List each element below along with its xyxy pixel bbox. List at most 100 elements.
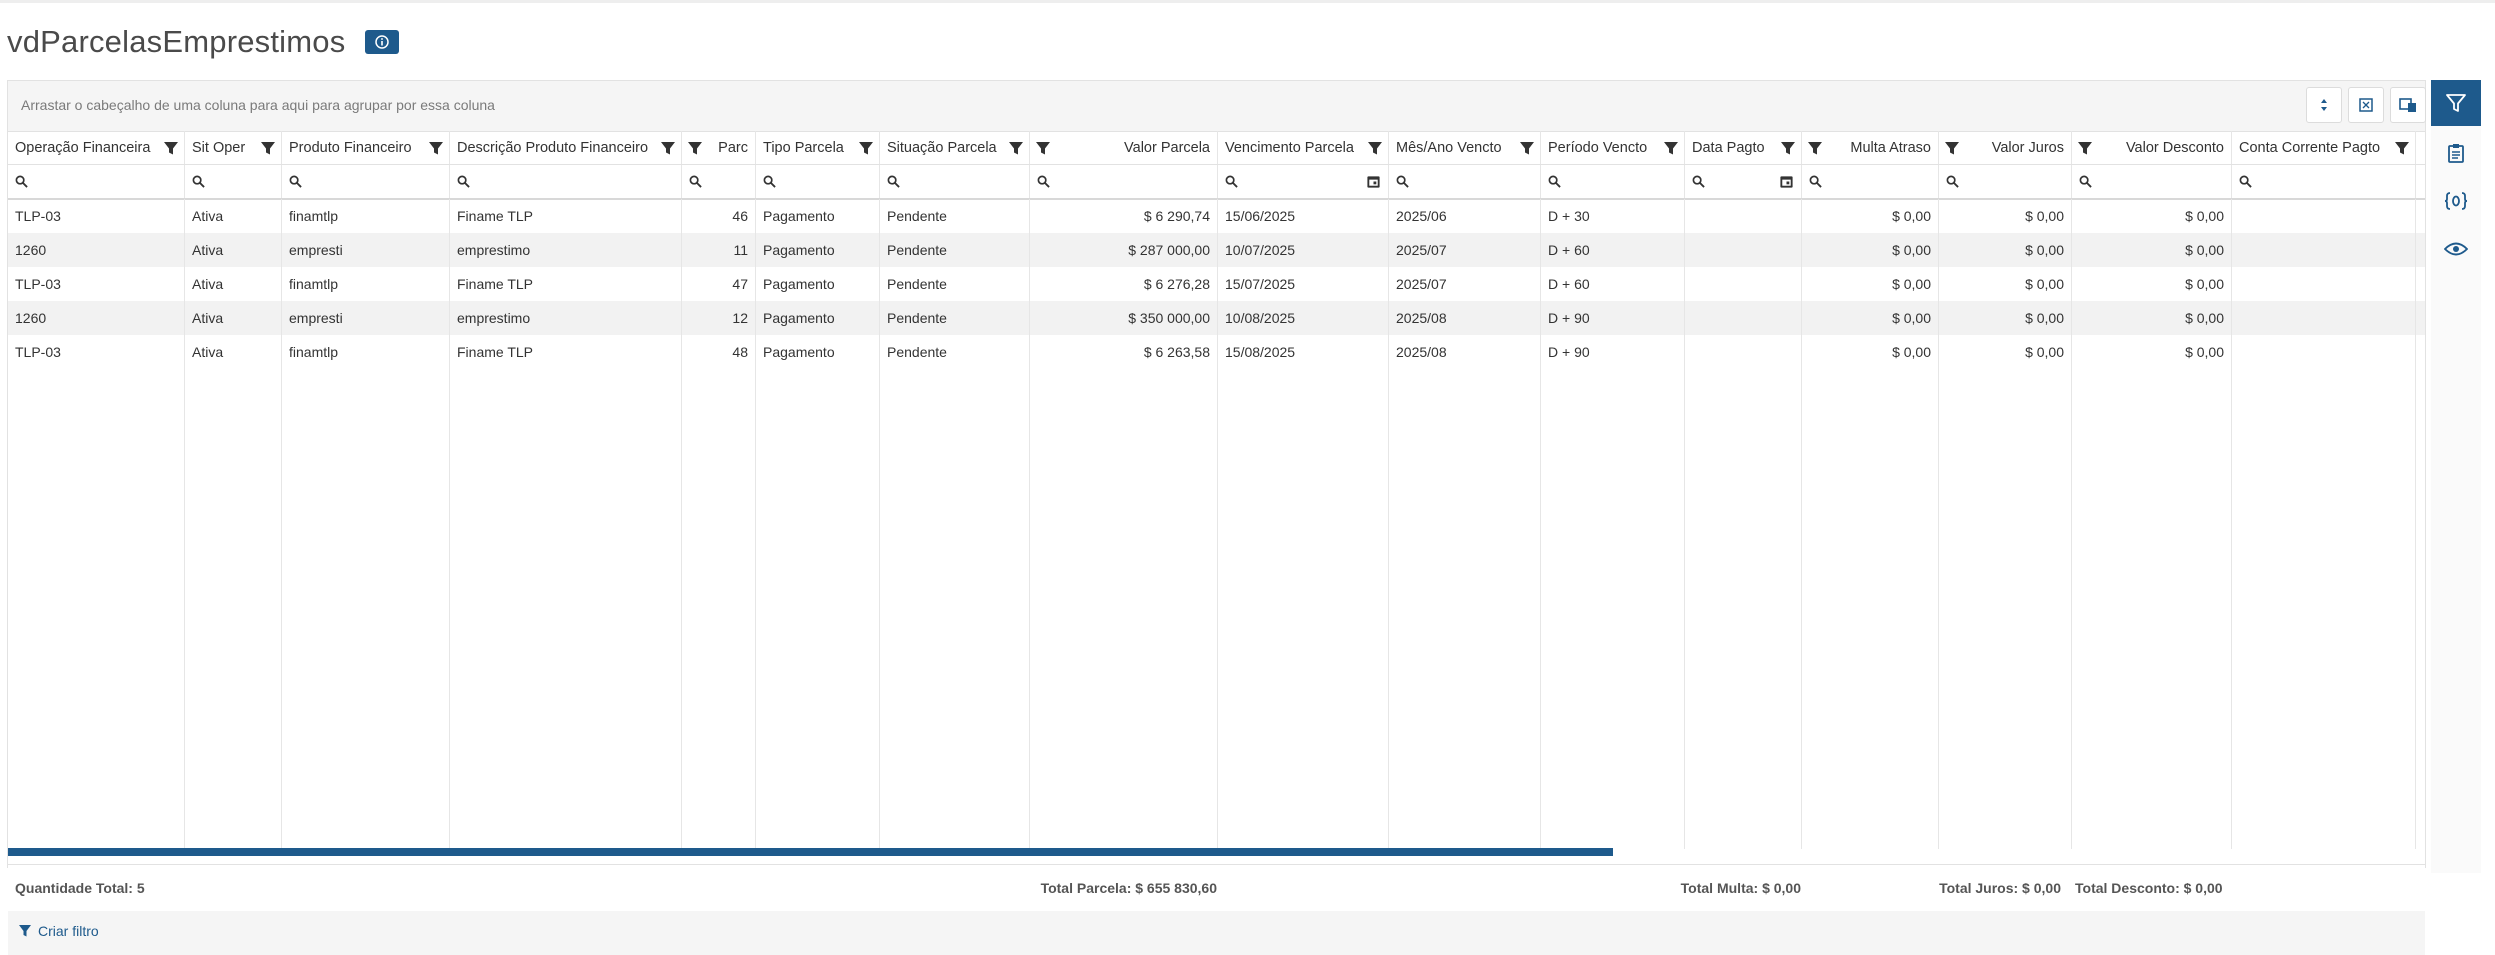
- filter-input-situacao-parcela[interactable]: [900, 173, 1029, 190]
- side-clipboard-button[interactable]: [2431, 130, 2481, 176]
- column-header-operacao-financeira[interactable]: Operação Financeira: [8, 131, 185, 164]
- sort-button[interactable]: [2306, 87, 2342, 123]
- column-filter-icon[interactable]: [428, 140, 444, 156]
- column-filter-icon[interactable]: [260, 140, 276, 156]
- filter-input-valor-desconto[interactable]: [2092, 173, 2231, 190]
- column-header-label: Mês/Ano Vencto: [1396, 139, 1502, 156]
- column-header-label: Data Pagto: [1692, 139, 1765, 156]
- filter-input-tipo-parcela[interactable]: [776, 173, 879, 190]
- column-divider: [879, 199, 880, 849]
- filter-input-conta-corrente-pagto[interactable]: [2252, 173, 2415, 190]
- column-filter-icon[interactable]: [1035, 140, 1051, 156]
- column-filter-icon[interactable]: [1807, 140, 1823, 156]
- search-icon: [1692, 175, 1705, 188]
- table-cell-mes-ano-vencto: 2025/06: [1396, 208, 1447, 224]
- column-filter-icon[interactable]: [660, 140, 676, 156]
- column-filter-icon[interactable]: [2077, 140, 2093, 156]
- table-row[interactable]: TLP-03 Ativa finamtlp Finame TLP 47 Pagamento…: [8, 267, 2425, 301]
- search-icon: [887, 175, 900, 188]
- filter-input-produto-financeiro[interactable]: [302, 173, 449, 190]
- column-header-periodo-vencto[interactable]: Período Vencto: [1541, 131, 1685, 164]
- filter-input-periodo-vencto[interactable]: [1561, 173, 1684, 190]
- column-filter-icon[interactable]: [1780, 140, 1796, 156]
- column-header-label: Operação Financeira: [15, 139, 151, 156]
- column-filter-icon[interactable]: [1944, 140, 1960, 156]
- column-header-mes-ano-vencto[interactable]: Mês/Ano Vencto: [1389, 131, 1541, 164]
- column-header-sit-oper[interactable]: Sit Oper: [185, 131, 282, 164]
- column-divider: [681, 199, 682, 849]
- filter-input-vencimento-parcela[interactable]: [1238, 173, 1366, 190]
- column-filter-icon[interactable]: [2394, 140, 2410, 156]
- column-filter-icon[interactable]: [1663, 140, 1679, 156]
- filter-input-sit-oper[interactable]: [205, 173, 281, 190]
- column-header-tipo-parcela[interactable]: Tipo Parcela: [756, 131, 880, 164]
- column-header-parc[interactable]: Parc: [682, 131, 756, 164]
- column-header-data-pagto[interactable]: Data Pagto: [1685, 131, 1802, 164]
- info-icon: [375, 35, 390, 49]
- export-excel-icon: [2359, 98, 2373, 112]
- column-filter-icon[interactable]: [163, 140, 179, 156]
- column-header-descricao-produto-financeiro[interactable]: Descrição Produto Financeiro: [450, 131, 682, 164]
- table-cell-operacao-financeira: TLP-03: [15, 276, 61, 292]
- column-divider: [755, 199, 756, 849]
- search-icon: [192, 175, 205, 188]
- table-cell-periodo-vencto: D + 60: [1548, 276, 1590, 292]
- search-icon: [689, 175, 702, 188]
- column-filter-icon[interactable]: [1008, 140, 1024, 156]
- column-header-valor-parcela[interactable]: Valor Parcela: [1030, 131, 1218, 164]
- table-cell-multa-atraso: $ 0,00: [1892, 208, 1931, 224]
- filter-cell-mes-ano-vencto: [1389, 165, 1541, 198]
- group-panel[interactable]: Arrastar o cabeçalho de uma coluna para …: [8, 81, 2426, 132]
- side-view-button[interactable]: [2431, 226, 2481, 272]
- table-row[interactable]: 1260 Ativa empresti emprestimo 11 Pagamento Pe…: [8, 233, 2425, 267]
- filter-input-parc[interactable]: [702, 173, 755, 190]
- create-filter-link[interactable]: Criar filtro: [18, 923, 99, 939]
- table-row[interactable]: TLP-03 Ativa finamtlp Finame TLP 46 Pagamento…: [8, 199, 2425, 233]
- side-variables-button[interactable]: [2431, 178, 2481, 224]
- column-header-produto-financeiro[interactable]: Produto Financeiro: [282, 131, 450, 164]
- table-row[interactable]: TLP-03 Ativa finamtlp Finame TLP 48 Pagamento…: [8, 335, 2425, 369]
- column-filter-icon[interactable]: [858, 140, 874, 156]
- info-button[interactable]: [365, 30, 400, 54]
- grid-body[interactable]: TLP-03 Ativa finamtlp Finame TLP 48 Pagamento…: [8, 199, 2425, 849]
- table-cell-periodo-vencto: D + 90: [1548, 344, 1590, 360]
- create-filter-label: Criar filtro: [38, 923, 99, 939]
- column-header-label: Valor Desconto: [2125, 139, 2224, 156]
- column-filter-icon[interactable]: [1367, 140, 1383, 156]
- table-cell-valor-desconto: $ 0,00: [2185, 344, 2224, 360]
- table-cell-operacao-financeira: TLP-03: [15, 344, 61, 360]
- side-filter-button[interactable]: [2431, 80, 2481, 126]
- horizontal-scrollbar[interactable]: [8, 848, 1613, 856]
- filter-input-data-pagto[interactable]: [1705, 173, 1779, 190]
- filter-input-valor-parcela[interactable]: [1050, 173, 1217, 190]
- calendar-icon[interactable]: [1366, 174, 1381, 189]
- export-excel-button[interactable]: [2348, 87, 2384, 123]
- column-header-situacao-parcela[interactable]: Situação Parcela: [880, 131, 1030, 164]
- filter-input-multa-atraso[interactable]: [1822, 173, 1938, 190]
- filter-input-valor-juros[interactable]: [1959, 173, 2071, 190]
- column-header-label: Período Vencto: [1548, 139, 1648, 156]
- column-header-multa-atraso[interactable]: Multa Atraso: [1802, 131, 1939, 164]
- filter-cell-operacao-financeira: [8, 165, 185, 198]
- column-chooser-button[interactable]: [2390, 87, 2426, 123]
- data-grid: Arrastar o cabeçalho de uma coluna para …: [7, 80, 2426, 955]
- column-header-valor-juros[interactable]: Valor Juros: [1939, 131, 2072, 164]
- column-header-vencimento-parcela[interactable]: Vencimento Parcela: [1218, 131, 1389, 164]
- column-header-conta-corrente-pagto[interactable]: Conta Corrente Pagto: [2232, 131, 2416, 164]
- table-cell-sit-oper: Ativa: [192, 276, 224, 292]
- column-header-valor-desconto[interactable]: Valor Desconto: [2072, 131, 2232, 164]
- filter-input-operacao-financeira[interactable]: [28, 173, 184, 190]
- filter-input-mes-ano-vencto[interactable]: [1409, 173, 1540, 190]
- table-cell-valor-parcela: $ 6 290,74: [1143, 208, 1210, 224]
- table-row[interactable]: 1260 Ativa empresti emprestimo 12 Pagamento Pe…: [8, 301, 2425, 335]
- table-cell-data-pagto: [1685, 233, 1801, 267]
- table-cell-conta-corrente-pagto: [2232, 301, 2415, 335]
- filter-footer: Criar filtro: [8, 911, 2425, 955]
- column-divider: [1540, 199, 1541, 849]
- table-cell-data-pagto: [1685, 301, 1801, 335]
- calendar-icon[interactable]: [1779, 174, 1794, 189]
- filter-cell-data-pagto: [1685, 165, 1802, 198]
- column-filter-icon[interactable]: [687, 140, 703, 156]
- filter-input-descricao-produto-financeiro[interactable]: [470, 173, 681, 190]
- column-filter-icon[interactable]: [1519, 140, 1535, 156]
